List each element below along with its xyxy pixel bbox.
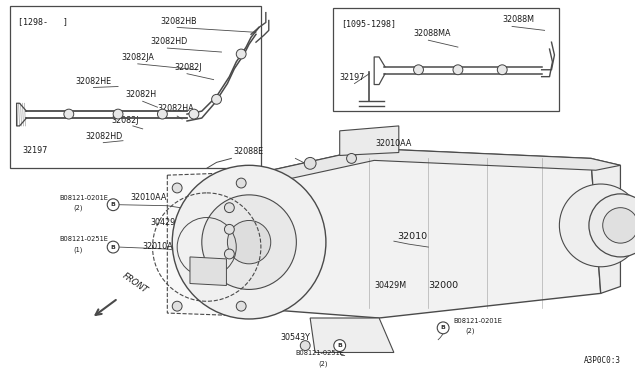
- Text: 32082HB: 32082HB: [161, 17, 197, 26]
- Text: 30543Y: 30543Y: [280, 333, 310, 341]
- Circle shape: [172, 165, 326, 319]
- Circle shape: [559, 184, 640, 267]
- Polygon shape: [591, 158, 620, 294]
- Circle shape: [304, 157, 316, 169]
- Circle shape: [225, 203, 234, 212]
- Text: [1298-   ]: [1298- ]: [17, 17, 68, 26]
- Circle shape: [227, 221, 271, 264]
- Text: [1095-1298]: [1095-1298]: [340, 19, 396, 29]
- Text: B08121-0251E: B08121-0251E: [59, 236, 108, 242]
- Text: 32082J: 32082J: [174, 63, 202, 72]
- Text: 30429: 30429: [150, 218, 176, 227]
- Circle shape: [437, 322, 449, 334]
- Text: 32082JA: 32082JA: [121, 53, 154, 62]
- Circle shape: [225, 224, 234, 234]
- Circle shape: [212, 94, 221, 104]
- Text: B08121-0251E: B08121-0251E: [296, 350, 344, 356]
- Circle shape: [172, 183, 182, 193]
- Text: B08121-0201E: B08121-0201E: [453, 318, 502, 324]
- Text: (2): (2): [74, 205, 83, 211]
- Circle shape: [225, 249, 234, 259]
- Circle shape: [202, 195, 296, 289]
- Circle shape: [413, 65, 424, 75]
- Text: 32082HE: 32082HE: [76, 77, 112, 86]
- Circle shape: [236, 301, 246, 311]
- Polygon shape: [249, 148, 620, 185]
- Text: (2): (2): [466, 328, 476, 334]
- Text: 32010AA: 32010AA: [131, 193, 167, 202]
- Polygon shape: [310, 318, 394, 353]
- Text: 32010AA: 32010AA: [375, 139, 412, 148]
- Text: 30429M: 30429M: [374, 282, 406, 291]
- Text: B: B: [111, 244, 116, 250]
- Bar: [333, 8, 559, 111]
- Text: 32010: 32010: [397, 232, 427, 241]
- Circle shape: [334, 340, 346, 352]
- Bar: [10, 6, 261, 168]
- Polygon shape: [190, 257, 227, 285]
- Text: 32082J: 32082J: [111, 116, 139, 125]
- Text: B: B: [111, 202, 116, 207]
- Circle shape: [157, 109, 167, 119]
- Circle shape: [497, 65, 507, 75]
- Text: 32088E: 32088E: [234, 147, 264, 157]
- Text: FRONT: FRONT: [121, 272, 150, 295]
- Circle shape: [603, 208, 638, 243]
- Text: 32082HD: 32082HD: [86, 132, 123, 141]
- Circle shape: [300, 341, 310, 350]
- Circle shape: [189, 109, 199, 119]
- Text: A3P0C0:3: A3P0C0:3: [584, 356, 620, 365]
- Circle shape: [113, 109, 123, 119]
- Circle shape: [236, 178, 246, 188]
- Text: 32197: 32197: [340, 73, 365, 81]
- Circle shape: [453, 65, 463, 75]
- Text: 32088M: 32088M: [502, 16, 534, 25]
- Circle shape: [589, 194, 640, 257]
- Circle shape: [236, 49, 246, 59]
- Text: 32082HD: 32082HD: [150, 37, 188, 46]
- Polygon shape: [340, 126, 399, 155]
- Text: 32000: 32000: [428, 282, 458, 291]
- Circle shape: [172, 301, 182, 311]
- Text: (1): (1): [74, 246, 83, 253]
- Text: 32088MA: 32088MA: [413, 29, 451, 38]
- Circle shape: [64, 109, 74, 119]
- Text: B08121-0201E: B08121-0201E: [59, 195, 108, 201]
- Text: B: B: [441, 326, 445, 330]
- Text: 32082H: 32082H: [125, 90, 156, 99]
- Text: 32082HA: 32082HA: [157, 104, 194, 113]
- Circle shape: [108, 241, 119, 253]
- Text: (2): (2): [318, 360, 328, 367]
- Text: 32010A: 32010A: [143, 242, 173, 251]
- Text: B: B: [337, 343, 342, 348]
- Polygon shape: [249, 148, 601, 318]
- Circle shape: [347, 154, 356, 163]
- Circle shape: [108, 199, 119, 211]
- Polygon shape: [167, 172, 249, 316]
- Text: 32197: 32197: [22, 145, 48, 154]
